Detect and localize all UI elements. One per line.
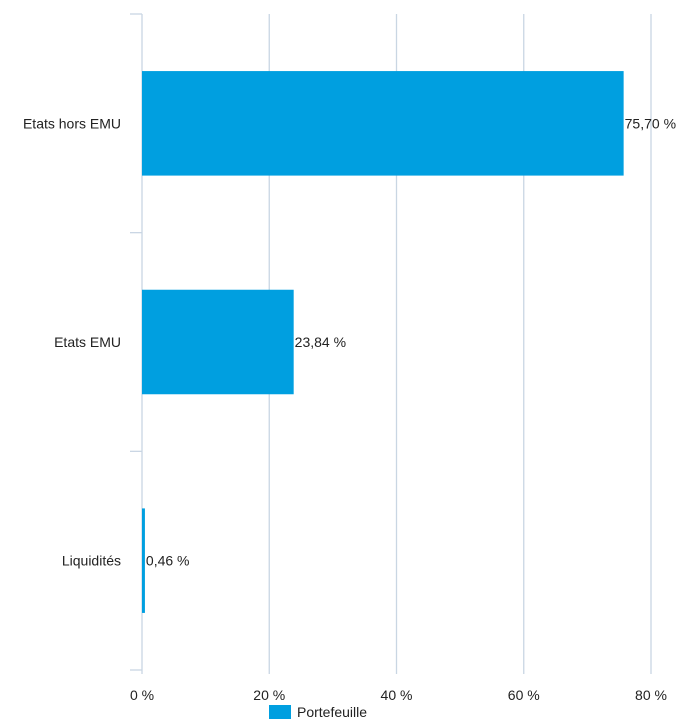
category-label-0: Etats hors EMU [23,115,121,131]
category-label-1: Etats EMU [54,334,121,350]
bar-1[interactable] [142,289,294,395]
labels: 0 % 20 % 40 % 60 % 80 % Etats hors EMU 75,70 %… [23,115,676,703]
x-tick-label-4: 80 % [635,687,667,703]
legend-label: Portefeuille [297,704,367,720]
x-tick-label-1: 20 % [253,687,285,703]
x-tick-label-2: 40 % [381,687,413,703]
bars [142,71,624,613]
data-label-0: 75,70 % [625,115,676,131]
legend[interactable]: Portefeuille [269,704,367,720]
data-label-1: 23,84 % [295,334,346,350]
bar-2[interactable] [142,508,145,613]
data-label-2: 0,46 % [146,553,190,569]
bar-0[interactable] [142,71,624,176]
x-tick-label-0: 0 % [130,687,154,703]
category-label-2: Liquidités [62,553,121,569]
x-tick-label-3: 60 % [508,687,540,703]
legend-swatch [269,705,291,719]
